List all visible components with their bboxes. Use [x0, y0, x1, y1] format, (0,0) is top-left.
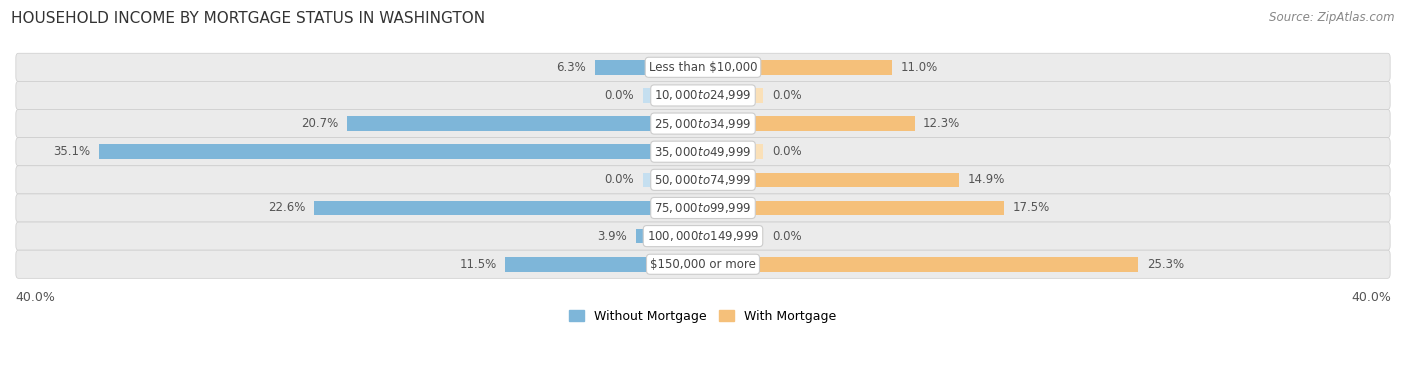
Text: 0.0%: 0.0%: [772, 229, 801, 243]
FancyBboxPatch shape: [15, 110, 1391, 138]
Text: 40.0%: 40.0%: [1351, 291, 1391, 304]
Bar: [636, 229, 703, 243]
Text: Source: ZipAtlas.com: Source: ZipAtlas.com: [1270, 11, 1395, 24]
Text: 11.5%: 11.5%: [460, 258, 496, 271]
FancyBboxPatch shape: [15, 138, 1391, 166]
Text: $25,000 to $34,999: $25,000 to $34,999: [654, 116, 752, 130]
Text: $100,000 to $149,999: $100,000 to $149,999: [647, 229, 759, 243]
Bar: [703, 60, 893, 74]
Text: 0.0%: 0.0%: [605, 174, 634, 186]
Bar: [703, 172, 959, 187]
Text: $75,000 to $99,999: $75,000 to $99,999: [654, 201, 752, 215]
Text: 0.0%: 0.0%: [605, 89, 634, 102]
FancyBboxPatch shape: [15, 166, 1391, 194]
Bar: [643, 88, 703, 103]
Text: $50,000 to $74,999: $50,000 to $74,999: [654, 173, 752, 187]
Text: 25.3%: 25.3%: [1147, 258, 1184, 271]
Bar: [703, 257, 1139, 271]
Text: 0.0%: 0.0%: [772, 89, 801, 102]
FancyBboxPatch shape: [15, 250, 1391, 278]
Text: $10,000 to $24,999: $10,000 to $24,999: [654, 88, 752, 102]
Text: 6.3%: 6.3%: [557, 61, 586, 74]
Bar: [315, 201, 703, 215]
Text: 20.7%: 20.7%: [301, 117, 339, 130]
FancyBboxPatch shape: [15, 81, 1391, 110]
Bar: [703, 116, 914, 131]
Bar: [595, 60, 703, 74]
Text: 11.0%: 11.0%: [901, 61, 938, 74]
Legend: Without Mortgage, With Mortgage: Without Mortgage, With Mortgage: [564, 305, 842, 328]
Text: 35.1%: 35.1%: [53, 145, 90, 158]
Bar: [703, 144, 763, 159]
Text: 14.9%: 14.9%: [967, 174, 1005, 186]
Bar: [643, 172, 703, 187]
Text: 40.0%: 40.0%: [15, 291, 55, 304]
Bar: [703, 201, 1004, 215]
FancyBboxPatch shape: [15, 194, 1391, 222]
Text: $35,000 to $49,999: $35,000 to $49,999: [654, 145, 752, 159]
Bar: [505, 257, 703, 271]
Bar: [703, 88, 763, 103]
Text: 22.6%: 22.6%: [269, 201, 305, 214]
Bar: [100, 144, 703, 159]
Text: $150,000 or more: $150,000 or more: [650, 258, 756, 271]
Text: Less than $10,000: Less than $10,000: [648, 61, 758, 74]
Bar: [347, 116, 703, 131]
FancyBboxPatch shape: [15, 222, 1391, 250]
Text: 17.5%: 17.5%: [1012, 201, 1050, 214]
Text: 12.3%: 12.3%: [924, 117, 960, 130]
FancyBboxPatch shape: [15, 53, 1391, 81]
Text: 3.9%: 3.9%: [598, 229, 627, 243]
Text: HOUSEHOLD INCOME BY MORTGAGE STATUS IN WASHINGTON: HOUSEHOLD INCOME BY MORTGAGE STATUS IN W…: [11, 11, 485, 26]
Bar: [703, 229, 763, 243]
Text: 0.0%: 0.0%: [772, 145, 801, 158]
